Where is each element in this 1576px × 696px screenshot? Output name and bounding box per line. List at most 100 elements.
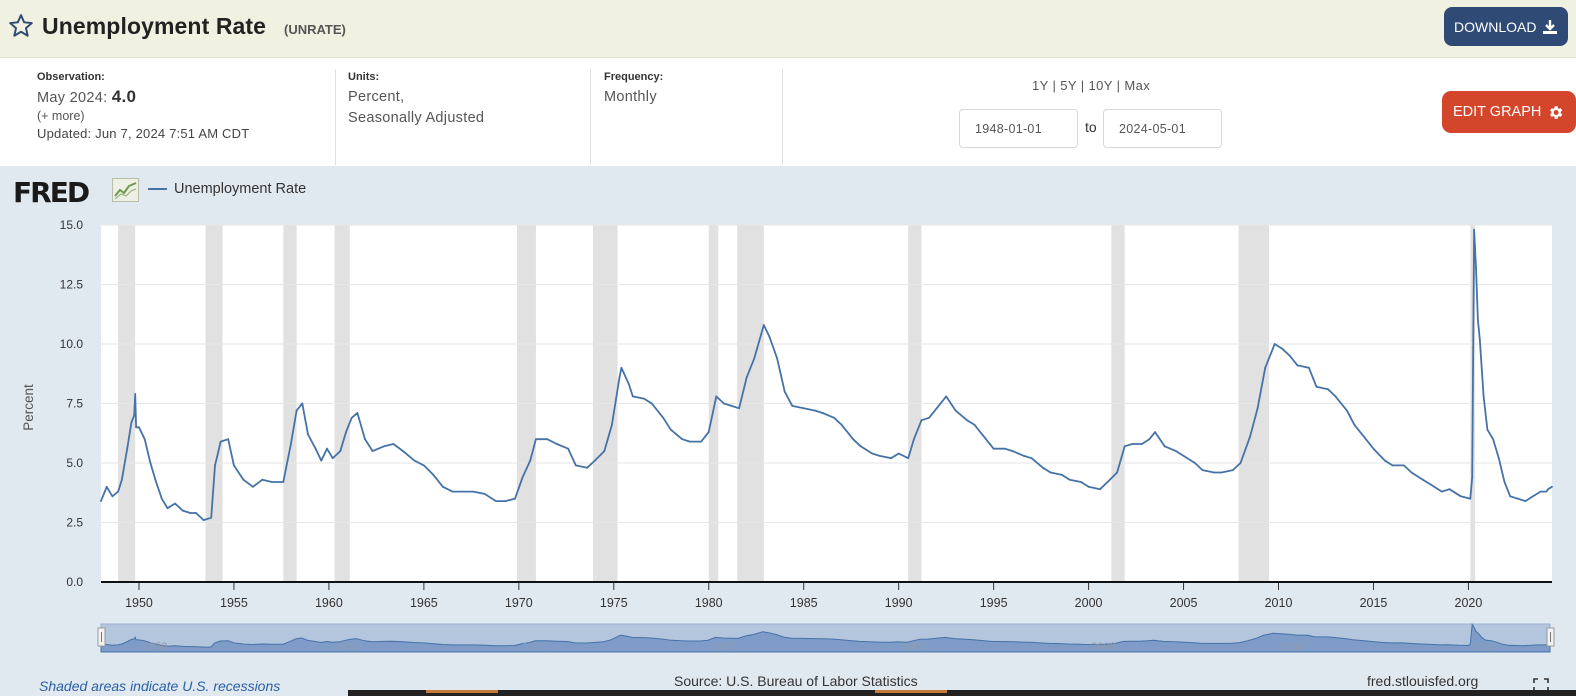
x-tick-label: 1960	[315, 596, 343, 610]
data-point	[1049, 471, 1052, 474]
data-point	[432, 474, 435, 476]
data-point	[1509, 495, 1512, 498]
data-point	[966, 419, 968, 422]
data-point	[1273, 343, 1276, 345]
legend-swatch	[148, 188, 167, 190]
data-point	[227, 438, 230, 441]
star-icon[interactable]	[8, 13, 34, 39]
data-point	[907, 457, 910, 460]
data-point	[483, 493, 486, 495]
y-tick-label: 5.0	[66, 456, 83, 470]
data-point	[1140, 443, 1143, 445]
strip-accent	[875, 690, 947, 693]
data-point	[202, 519, 205, 521]
x-tick-label: 1970	[505, 596, 533, 610]
start-date-input[interactable]	[959, 109, 1078, 148]
data-point	[1545, 490, 1548, 493]
data-point	[402, 450, 404, 452]
data-point	[730, 405, 733, 407]
download-label: DOWNLOAD	[1454, 18, 1537, 35]
data-point	[859, 445, 862, 448]
data-point	[1148, 438, 1151, 441]
data-point	[802, 407, 805, 410]
data-point	[331, 457, 334, 460]
unemployment-chart[interactable]: 0.0 2.5 5.0 7.5 10.0 12.5 15.0 1950 1955 1960 1965…	[0, 166, 1576, 696]
gear-icon	[1550, 105, 1563, 119]
data-point	[643, 397, 646, 400]
data-point	[890, 457, 892, 460]
data-point	[1539, 490, 1542, 493]
data-point	[261, 478, 264, 481]
chart-legend[interactable]: Unemployment Rate	[148, 181, 306, 197]
data-point	[669, 428, 672, 431]
data-point	[1068, 478, 1071, 481]
data-point	[371, 450, 374, 452]
navigator-tick-label: 1960	[333, 641, 357, 653]
legend-series-label: Unemployment Rate	[174, 181, 307, 197]
data-point	[138, 426, 140, 429]
data-point	[504, 500, 507, 502]
data-point	[105, 485, 108, 488]
fullscreen-icon[interactable]	[1533, 678, 1549, 692]
data-point	[345, 431, 347, 433]
data-point	[618, 376, 621, 379]
data-point	[290, 443, 292, 445]
data-point	[461, 490, 463, 493]
data-point	[413, 459, 416, 462]
series-id: (UNRATE)	[284, 22, 346, 37]
updated-timestamp: Updated: Jun 7, 2024 7:51 AM CDT	[37, 126, 250, 141]
meta-divider	[782, 69, 783, 165]
data-point	[611, 424, 613, 426]
observation-label: Observation:	[37, 71, 105, 83]
data-point	[1372, 447, 1375, 450]
data-point	[681, 438, 684, 441]
end-date-input[interactable]	[1103, 109, 1222, 148]
data-point	[195, 512, 197, 514]
units-label: Units:	[348, 71, 380, 83]
data-point	[166, 507, 169, 510]
data-point	[1448, 488, 1451, 491]
observation-value: 4.0	[111, 87, 137, 106]
site-url[interactable]: fred.stlouisfed.org	[1367, 673, 1479, 689]
data-point	[1475, 266, 1477, 269]
data-point	[1080, 481, 1082, 483]
fred-logo[interactable]: FRED	[13, 176, 90, 209]
data-point	[1524, 500, 1527, 502]
data-point	[715, 395, 718, 398]
data-point	[529, 459, 532, 462]
navigator-tick-label: 1950	[143, 641, 167, 653]
x-tick-label: 2000	[1075, 596, 1103, 610]
data-point	[878, 455, 881, 457]
data-point	[495, 500, 497, 502]
data-point	[1042, 466, 1044, 469]
data-point	[814, 409, 816, 412]
strip-accent	[426, 690, 498, 693]
data-point	[555, 443, 558, 445]
navigator-series	[100, 622, 1551, 653]
x-tick-label: 1995	[980, 596, 1008, 610]
download-button[interactable]: DOWNLOAD	[1444, 7, 1568, 46]
data-point	[242, 478, 245, 481]
source-credit[interactable]: Source: U.S. Bureau of Labor Statistics	[674, 673, 918, 689]
data-point	[1492, 438, 1494, 441]
data-point	[219, 440, 222, 443]
data-point	[214, 464, 216, 467]
y-tick-label: 10.0	[60, 337, 84, 351]
units-line-2: Seasonally Adjusted	[348, 110, 485, 126]
data-point	[723, 402, 725, 405]
data-point	[821, 412, 824, 414]
data-point	[301, 402, 304, 405]
data-point	[700, 440, 703, 443]
more-observations-link[interactable]: (+ more)	[37, 109, 85, 123]
data-point	[1201, 469, 1204, 471]
data-point	[326, 447, 328, 450]
data-point	[762, 324, 765, 326]
y-tick-label: 12.5	[60, 278, 84, 292]
data-point	[121, 478, 123, 481]
edit-graph-button[interactable]: EDIT GRAPH	[1442, 91, 1576, 133]
data-point	[181, 509, 184, 512]
data-point	[1315, 385, 1318, 388]
data-point	[1547, 488, 1550, 491]
range-presets[interactable]: 1Y | 5Y | 10Y | Max	[1032, 78, 1151, 93]
data-point	[1486, 428, 1489, 431]
